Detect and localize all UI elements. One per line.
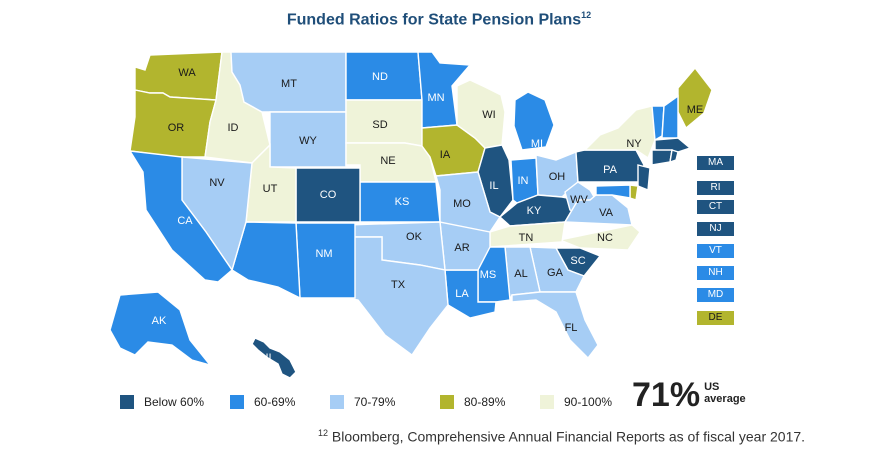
legend-item-1: 60-69% bbox=[230, 394, 295, 409]
state-label-NC: NC bbox=[597, 232, 613, 244]
legend-label: 70-79% bbox=[354, 394, 396, 409]
box-MA: MA bbox=[697, 156, 734, 170]
box-CT: CT bbox=[697, 200, 734, 214]
state-label-MT: MT bbox=[281, 78, 297, 90]
state-label-TX: TX bbox=[391, 279, 406, 291]
state-NH[interactable] bbox=[661, 94, 679, 139]
state-label-ME: ME bbox=[687, 104, 704, 116]
source-footnote: 12 Bloomberg, Comprehensive Annual Finan… bbox=[318, 428, 805, 445]
state-label-FL: FL bbox=[565, 322, 578, 334]
legend-label: Below 60% bbox=[144, 394, 205, 409]
state-label-MI: MI bbox=[531, 138, 543, 150]
state-label-AL: AL bbox=[514, 268, 527, 280]
state-label-UT: UT bbox=[263, 183, 278, 195]
state-label-ID: ID bbox=[228, 122, 239, 134]
legend-item-0: Below 60% bbox=[120, 394, 204, 409]
state-label-CA: CA bbox=[177, 215, 193, 227]
state-MN[interactable] bbox=[417, 51, 472, 129]
state-label-NE: NE bbox=[380, 155, 395, 167]
footnote-ref: 12 bbox=[318, 428, 329, 438]
state-label-IA: IA bbox=[440, 149, 451, 161]
state-label-KY: KY bbox=[527, 205, 542, 217]
state-AK[interactable] bbox=[109, 291, 212, 367]
legend-item-3: 80-89% bbox=[440, 394, 505, 409]
footnote-text: Bloomberg, Comprehensive Annual Financia… bbox=[331, 428, 806, 445]
box-RI: RI bbox=[697, 181, 734, 195]
title-text: Funded Ratios for State Pension Plans bbox=[286, 11, 582, 29]
state-label-MN: MN bbox=[427, 92, 444, 104]
state-TX[interactable] bbox=[344, 236, 449, 357]
state-label-NV: NV bbox=[209, 177, 225, 189]
state-label-OH: OH bbox=[549, 171, 566, 183]
state-label-WI: WI bbox=[482, 109, 495, 121]
state-WI[interactable] bbox=[456, 79, 506, 149]
state-label-LA: LA bbox=[455, 288, 469, 300]
state-label-SD: SD bbox=[372, 119, 387, 131]
state-label-NM: NM bbox=[315, 248, 332, 260]
state-label-SC: SC bbox=[570, 255, 585, 267]
state-NM[interactable] bbox=[295, 222, 356, 299]
state-label-HI: HI bbox=[261, 352, 272, 364]
state-label-PA: PA bbox=[603, 164, 618, 176]
state-label-WY: WY bbox=[299, 135, 317, 147]
state-label-GA: GA bbox=[547, 267, 564, 279]
box-NH: NH bbox=[697, 266, 734, 280]
state-MI[interactable] bbox=[513, 91, 555, 151]
state-MA[interactable] bbox=[654, 137, 692, 153]
legend-swatch bbox=[120, 394, 134, 409]
state-label-NY: NY bbox=[626, 138, 642, 150]
us-average-line2: average bbox=[704, 393, 746, 405]
state-label-TN: TN bbox=[519, 232, 534, 244]
map-title: Funded Ratios for State Pension Plans12 bbox=[0, 10, 878, 29]
us-average-line1: US bbox=[704, 381, 720, 393]
state-label-AR: AR bbox=[454, 242, 469, 254]
state-CA[interactable] bbox=[128, 150, 233, 283]
legend-swatch bbox=[540, 394, 554, 409]
state-NC[interactable] bbox=[557, 224, 641, 251]
state-label-IL: IL bbox=[489, 180, 498, 192]
title-footnote-ref: 12 bbox=[581, 10, 592, 20]
state-LA[interactable] bbox=[444, 269, 497, 319]
box-MD: MD bbox=[697, 288, 734, 302]
state-RI[interactable] bbox=[669, 149, 679, 164]
state-label-WV: WV bbox=[570, 194, 588, 206]
legend-item-4: 90-100% bbox=[540, 394, 612, 409]
box-DE: DE bbox=[697, 311, 734, 325]
us-average-value: 71% bbox=[632, 376, 701, 414]
state-label-MO: MO bbox=[453, 198, 471, 210]
state-label-MS: MS bbox=[480, 269, 497, 281]
state-label-KS: KS bbox=[395, 196, 410, 208]
us-average-label: US average bbox=[704, 381, 746, 405]
state-ME[interactable] bbox=[677, 66, 713, 130]
state-label-IN: IN bbox=[518, 175, 529, 187]
legend-label: 80-89% bbox=[464, 394, 506, 409]
legend-swatch bbox=[330, 394, 344, 409]
state-label-WA: WA bbox=[178, 67, 196, 79]
state-MD[interactable] bbox=[595, 184, 631, 199]
state-label-OR: OR bbox=[168, 122, 185, 134]
legend-swatch bbox=[230, 394, 244, 409]
state-MO[interactable] bbox=[435, 171, 502, 233]
box-NJ: NJ bbox=[697, 222, 734, 236]
legend-label: 60-69% bbox=[254, 394, 296, 409]
state-label-AK: AK bbox=[152, 315, 167, 327]
state-NJ[interactable] bbox=[637, 164, 651, 191]
state-label-CO: CO bbox=[320, 189, 337, 201]
state-FL[interactable] bbox=[511, 291, 599, 360]
state-HI[interactable] bbox=[251, 337, 297, 379]
legend-label: 90-100% bbox=[564, 394, 613, 409]
us-average: 71% US average bbox=[632, 376, 746, 415]
box-VT: VT bbox=[697, 244, 734, 258]
state-DE[interactable] bbox=[629, 184, 639, 201]
state-label-OK: OK bbox=[406, 231, 423, 243]
state-NY[interactable] bbox=[583, 105, 656, 160]
state-CT[interactable] bbox=[651, 149, 673, 166]
state-label-VA: VA bbox=[599, 207, 614, 219]
legend-item-2: 70-79% bbox=[330, 394, 395, 409]
legend-swatch bbox=[440, 394, 454, 409]
state-label-ND: ND bbox=[372, 71, 388, 83]
